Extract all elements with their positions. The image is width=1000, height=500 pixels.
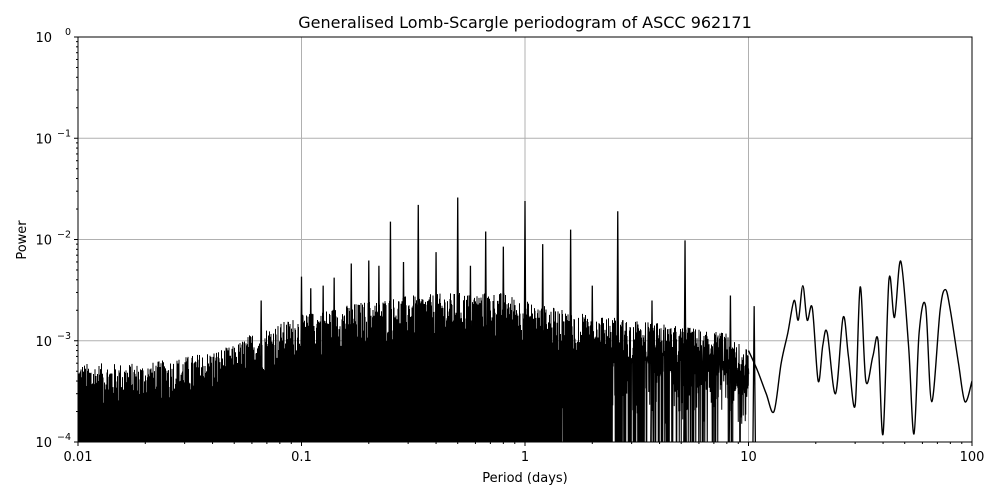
peak-spike xyxy=(401,261,406,442)
y-tick-label: 10 xyxy=(35,436,52,451)
x-tick-label: 0.1 xyxy=(291,450,312,465)
y-tick-exponent: −3 xyxy=(57,331,71,342)
peak-spike xyxy=(501,246,506,442)
peak-spike xyxy=(259,300,264,442)
peak-spike xyxy=(388,221,393,442)
peak-spike xyxy=(728,295,733,442)
peak-spike xyxy=(299,276,304,442)
chart-title: Generalised Lomb-Scargle periodogram of … xyxy=(298,13,752,32)
peak-spike xyxy=(523,201,527,442)
y-tick-label: 10 xyxy=(35,132,52,147)
peak-spike xyxy=(455,197,460,442)
long-period-curve xyxy=(747,260,972,436)
y-axis-ticks: 10 −4 10 −3 10 −2 10 −1 10 0 xyxy=(35,27,78,451)
y-tick-label: 10 xyxy=(35,234,52,249)
peak-spike xyxy=(332,277,337,442)
peak-spike xyxy=(434,252,438,442)
x-tick-label: 100 xyxy=(960,450,985,465)
peak-spike xyxy=(366,260,371,442)
x-tick-label: 1 xyxy=(521,450,529,465)
y-tick-label: 10 xyxy=(35,335,52,350)
peak-spike xyxy=(349,263,354,442)
peak-spike xyxy=(650,300,654,442)
x-axis-label: Period (days) xyxy=(482,471,568,486)
y-axis-label: Power xyxy=(15,220,30,260)
peak-spike xyxy=(615,211,620,442)
y-tick-exponent: −4 xyxy=(57,432,71,443)
x-axis-ticks: 0.01 0.1 1 10 100 xyxy=(64,442,985,465)
peak-spike xyxy=(540,244,545,442)
peak-spike xyxy=(683,240,687,442)
peak-spike xyxy=(416,204,421,442)
y-tick-label: 10 xyxy=(35,31,52,46)
y-tick-exponent: 0 xyxy=(65,27,71,38)
peak-spike xyxy=(590,285,595,442)
y-tick-exponent: −1 xyxy=(57,128,71,139)
peak-spike xyxy=(568,229,573,442)
periodogram-line xyxy=(78,197,972,442)
peak-spike xyxy=(321,285,326,442)
x-tick-label: 0.01 xyxy=(64,450,93,465)
y-tick-exponent: −2 xyxy=(57,230,71,241)
peak-spike xyxy=(468,265,473,442)
peak-spike xyxy=(752,306,757,442)
peak-spike xyxy=(377,265,381,442)
peak-spike xyxy=(483,231,488,442)
peak-spike xyxy=(308,288,313,442)
x-tick-label: 10 xyxy=(740,450,757,465)
